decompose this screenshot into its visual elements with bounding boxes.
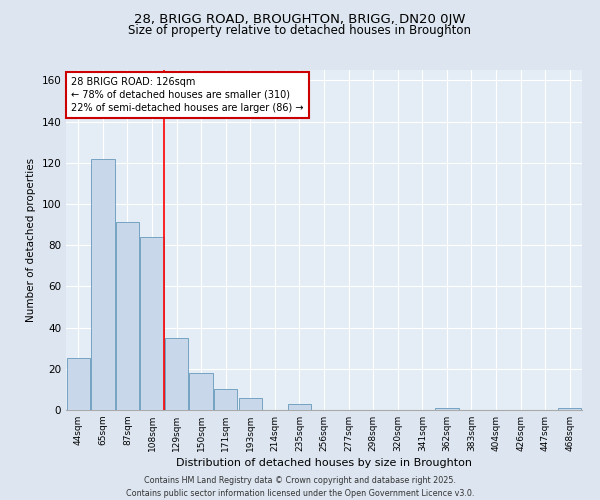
- Bar: [558, 408, 581, 410]
- Bar: [214, 390, 238, 410]
- Y-axis label: Number of detached properties: Number of detached properties: [26, 158, 36, 322]
- Bar: [165, 338, 188, 410]
- Bar: [91, 158, 115, 410]
- Bar: [190, 373, 213, 410]
- Text: Size of property relative to detached houses in Broughton: Size of property relative to detached ho…: [128, 24, 472, 37]
- Text: 28, BRIGG ROAD, BROUGHTON, BRIGG, DN20 0JW: 28, BRIGG ROAD, BROUGHTON, BRIGG, DN20 0…: [134, 12, 466, 26]
- Bar: [288, 404, 311, 410]
- Bar: [239, 398, 262, 410]
- Bar: [67, 358, 90, 410]
- X-axis label: Distribution of detached houses by size in Broughton: Distribution of detached houses by size …: [176, 458, 472, 468]
- Text: Contains HM Land Registry data © Crown copyright and database right 2025.
Contai: Contains HM Land Registry data © Crown c…: [126, 476, 474, 498]
- Text: 28 BRIGG ROAD: 126sqm
← 78% of detached houses are smaller (310)
22% of semi-det: 28 BRIGG ROAD: 126sqm ← 78% of detached …: [71, 77, 304, 113]
- Bar: [116, 222, 139, 410]
- Bar: [140, 237, 164, 410]
- Bar: [435, 408, 458, 410]
